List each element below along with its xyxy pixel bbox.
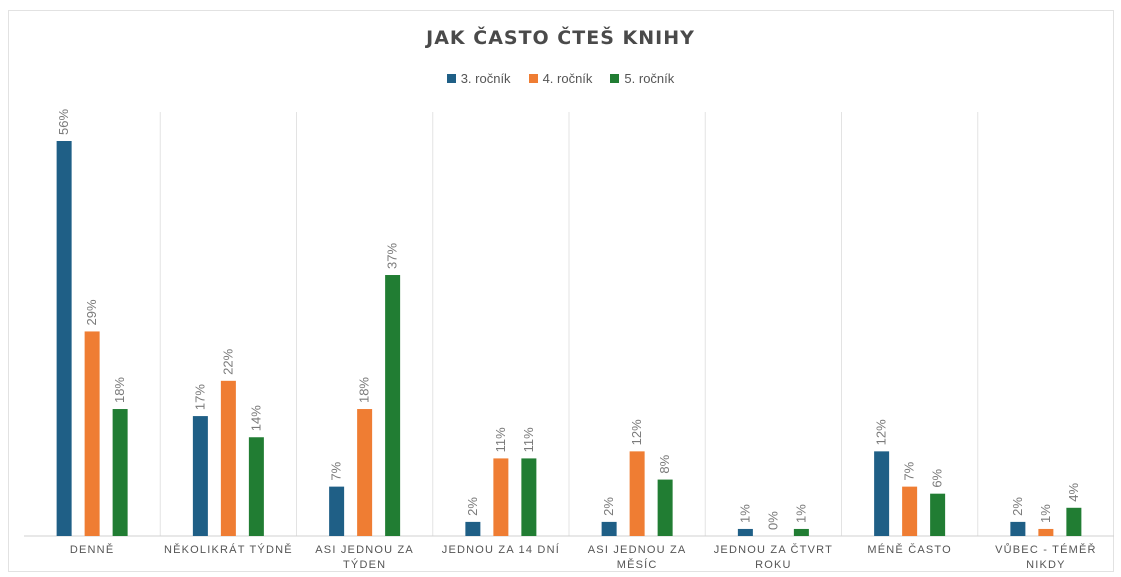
bar [930,493,946,536]
chart-frame [8,10,1114,572]
data-label: 8% [657,454,672,473]
data-label: 17% [192,384,207,410]
category-label: ASI JEDNOU ZA [588,544,687,556]
bar [329,486,345,536]
bar [248,437,264,536]
data-label: 18% [112,377,127,403]
data-label: 29% [84,299,99,325]
legend-swatch [528,74,538,83]
data-label: 11% [521,427,536,452]
data-label: 14% [248,405,263,431]
category-label: JEDNOU ZA 14 DNÍ [442,543,560,556]
data-label: 2% [465,497,480,516]
legend-label: 5. ročník [624,71,675,86]
bar [629,451,645,536]
bar [874,451,890,536]
legend-label: 3. ročník [460,71,511,86]
data-label: 37% [385,243,400,269]
category-label: DENNĚ [70,543,115,556]
data-label: 12% [874,419,889,445]
data-label: 22% [220,348,235,374]
data-label: 11% [493,427,508,452]
data-label: 2% [1010,497,1025,516]
data-label: 1% [793,504,808,523]
data-label: 12% [629,419,644,445]
bar [357,409,373,536]
data-label: 7% [902,461,917,480]
data-label: 1% [737,504,752,523]
bar [737,528,753,536]
category-label: TÝDEN [343,558,386,571]
category-label: ASI JEDNOU ZA [315,544,414,556]
data-label: 6% [930,468,945,487]
category-label: MĚSÍC [617,558,658,571]
data-label: 7% [329,461,344,480]
category-label: MÉNĚ ČASTO [867,543,952,556]
legend-item-4-rocnik: 4. ročník [528,71,593,86]
data-label: 18% [357,377,372,403]
bar [1038,528,1054,536]
chart-legend: 3. ročník 4. ročník 5. ročník [0,71,1121,86]
bar [1010,521,1026,536]
data-label: 4% [1066,483,1081,502]
category-label: NIKDY [1026,559,1066,571]
bar [192,416,208,536]
legend-swatch [446,74,456,83]
bar [112,409,128,536]
legend-item-3-rocnik: 3. ročník [446,71,511,86]
bar [385,275,401,536]
legend-swatch [610,74,620,83]
legend-item-5-rocnik: 5. ročník [610,71,674,86]
data-label: 1% [1038,504,1053,523]
category-label: ROKU [755,559,792,571]
category-label: NĚKOLIKRÁT TÝDNĚ [164,543,293,556]
data-label: 56% [56,109,71,135]
data-label: 0% [765,511,780,530]
bar [493,458,509,536]
bar [56,141,72,536]
bar [521,458,537,536]
category-label: JEDNOU ZA ČTVRT [714,543,833,556]
chart-title: JAK ČASTO ČTEŠ KNIHY [426,27,695,49]
bar [220,380,236,536]
bar [657,479,673,536]
data-label: 2% [601,497,616,516]
bar [465,521,481,536]
bar [601,521,617,536]
category-label: VŮBEC - TÉMĚŘ [995,543,1097,556]
bar [902,486,918,536]
bar [1066,507,1082,536]
bar [84,331,100,536]
legend-label: 4. ročník [542,71,593,86]
bar [793,528,809,536]
